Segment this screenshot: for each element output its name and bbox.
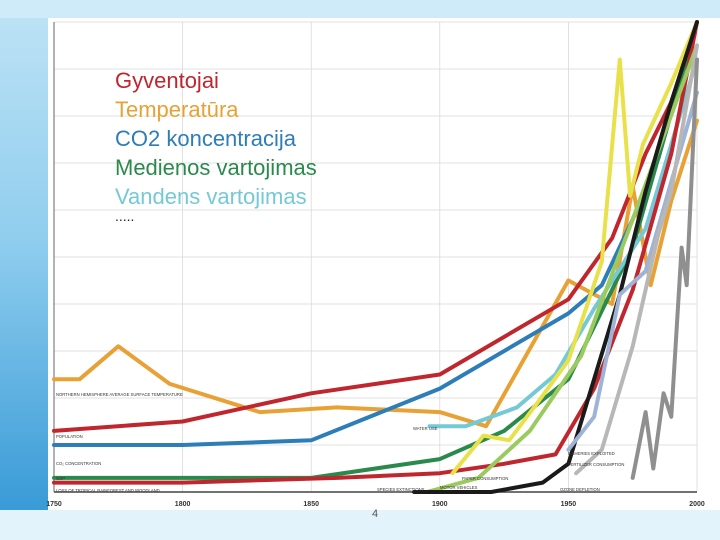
- series-label: FERTILIZER CONSUMPTION: [568, 462, 624, 467]
- x-tick-label: 1850: [303, 501, 319, 508]
- series-line-8: [412, 20, 699, 494]
- series-line-4: [427, 57, 699, 429]
- series-label: POPULATION: [56, 434, 83, 439]
- legend-ellipsis: .....: [115, 208, 135, 224]
- series-label: LOSS OF TROPICAL RAINFOREST AND WOODLAND: [56, 488, 160, 493]
- legend-item-wood-use: Medienos vartojimas: [115, 155, 317, 180]
- series-label: MOTOR VEHICLES: [440, 485, 478, 490]
- series-line-11: [630, 57, 699, 480]
- x-tick-label: 1950: [561, 501, 577, 508]
- x-tick-label: 1900: [432, 501, 448, 508]
- legend-item-co2: CO2 koncentracija: [115, 126, 296, 151]
- legend-item-temperature: Temperatūra: [115, 97, 239, 122]
- series-label: WATER USE: [413, 426, 438, 431]
- series-label: FISHERIES EXPLOITED: [568, 451, 615, 456]
- legend-item-population: Gyventojai: [115, 68, 219, 93]
- series-line-5: [52, 20, 699, 485]
- series-line-7: [450, 20, 699, 476]
- series-label: GDP: [56, 476, 65, 481]
- top-gradient-band: [0, 0, 720, 18]
- series-label: OZONE DEPLETION: [560, 487, 600, 492]
- bottom-strip: [0, 510, 720, 540]
- legend: Gyventojai Temperatūra CO2 koncentracija…: [115, 66, 317, 223]
- series-label: PAPER CONSUMPTION: [462, 476, 508, 481]
- series-line-6: [424, 43, 699, 494]
- series-line-1: [52, 20, 699, 433]
- series-label: SPECIES EXTINCTIONS: [377, 487, 425, 492]
- x-tick-label: 1800: [175, 501, 191, 508]
- series-line-3: [52, 20, 699, 480]
- left-gradient-band: [0, 0, 48, 540]
- x-tick-label: 1750: [46, 501, 62, 508]
- series-label: NORTHERN HEMISPHERE AVERAGE SURFACE TEMP…: [56, 392, 183, 397]
- legend-item-water-use: Vandens vartojimas: [115, 184, 307, 209]
- series-line-10: [574, 43, 699, 476]
- x-tick-label: 2000: [689, 501, 705, 508]
- series-label: CO₂ CONCENTRATION: [56, 461, 101, 466]
- page-number: 4: [372, 508, 379, 520]
